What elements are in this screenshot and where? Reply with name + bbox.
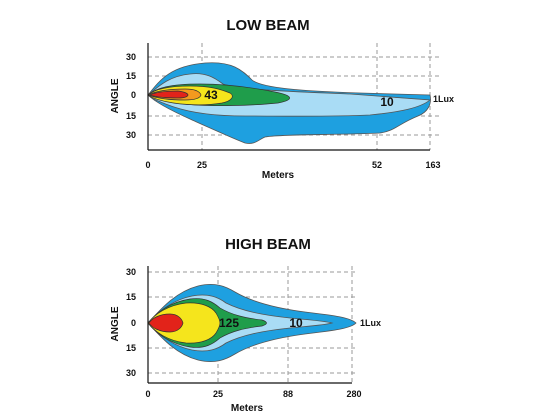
high-beam-title: HIGH BEAM xyxy=(225,236,311,253)
low-zone-red xyxy=(149,90,189,99)
low-x-tick-25: 25 xyxy=(197,160,207,170)
high-zone-yellow xyxy=(147,302,221,344)
low-y-tick-30-top: 30 xyxy=(126,52,136,62)
low-y-axis-label: ANGLE xyxy=(110,78,121,113)
high-x-tick-280: 280 xyxy=(346,389,361,399)
low-x-tick-0: 0 xyxy=(145,160,150,170)
high-y-tick-0: 0 xyxy=(131,318,136,328)
high-x-axis-label: Meters xyxy=(231,403,264,414)
high-beam-chart: HIGH BEAM 125 10 1Lux 30 15 0 15 xyxy=(110,236,381,414)
low-beam-zones xyxy=(147,62,432,144)
low-zone-label-10: 10 xyxy=(380,95,394,109)
high-y-tick-30-bot: 30 xyxy=(126,368,136,378)
high-x-tick-88: 88 xyxy=(283,389,293,399)
low-x-ticks: 0 25 52 163 xyxy=(145,160,440,170)
high-y-axis-label: ANGLE xyxy=(110,306,121,341)
low-zone-label-1lux: 1Lux xyxy=(433,94,454,104)
high-y-tick-30-top: 30 xyxy=(126,267,136,277)
high-x-tick-0: 0 xyxy=(145,389,150,399)
high-x-ticks: 0 25 88 280 xyxy=(145,389,361,399)
low-y-tick-0: 0 xyxy=(131,90,136,100)
high-zone-label-10: 10 xyxy=(289,316,303,330)
low-y-tick-30-bot: 30 xyxy=(126,130,136,140)
high-zone-red xyxy=(148,313,184,333)
high-y-tick-15-bot: 15 xyxy=(126,343,136,353)
high-beam-zones xyxy=(147,284,357,362)
high-y-tick-15-top: 15 xyxy=(126,292,136,302)
low-x-axis-label: Meters xyxy=(262,170,295,181)
low-y-tick-15-bot: 15 xyxy=(126,111,136,121)
low-x-tick-52: 52 xyxy=(372,160,382,170)
low-beam-title: LOW BEAM xyxy=(226,17,309,34)
high-zone-label-1lux: 1Lux xyxy=(360,318,381,328)
low-y-tick-15-top: 15 xyxy=(126,71,136,81)
low-zone-label-43: 43 xyxy=(204,88,218,102)
low-beam-chart: LOW BEAM 43 10 1Lux 30 xyxy=(110,17,454,181)
high-y-ticks: 30 15 0 15 30 xyxy=(126,267,136,378)
high-x-tick-25: 25 xyxy=(213,389,223,399)
low-y-ticks: 30 15 0 15 30 xyxy=(126,52,136,140)
low-x-tick-163: 163 xyxy=(425,160,440,170)
high-zone-label-125: 125 xyxy=(219,316,239,330)
